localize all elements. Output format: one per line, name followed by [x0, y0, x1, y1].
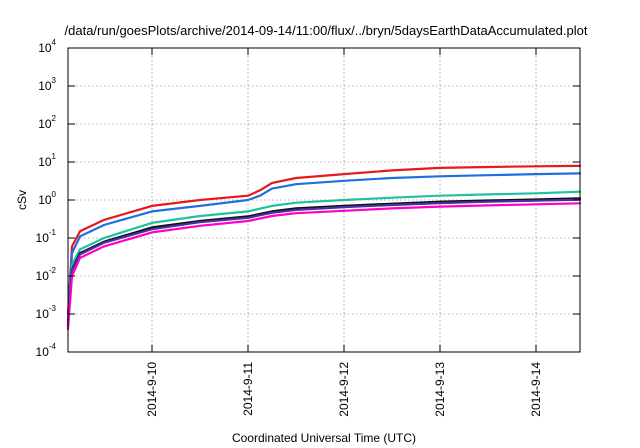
y-tick-label: 10-4 — [36, 342, 57, 359]
x-axis-label: Coordinated Universal Time (UTC) — [232, 431, 416, 445]
y-tick-label: 10-3 — [36, 304, 57, 321]
x-tick-label: 2014-9-11 — [241, 362, 255, 416]
ticks: 10-410-310-210-11001011021031042014-9-10… — [36, 38, 580, 417]
y-tick-exponent: 2 — [52, 114, 57, 123]
chart-title: /data/run/goesPlots/archive/2014-09-14/1… — [65, 23, 588, 38]
y-tick-label: 104 — [38, 38, 56, 55]
y-tick-base: 10 — [38, 155, 52, 169]
y-tick-base: 10 — [38, 117, 52, 131]
y-axis-label: cSv — [15, 190, 29, 210]
series-line-6 — [66, 202, 582, 331]
y-tick-label: 103 — [38, 76, 56, 93]
series-line-2 — [66, 172, 582, 321]
y-tick-label: 102 — [38, 114, 56, 131]
y-tick-exponent: 0 — [52, 190, 57, 199]
y-tick-label: 101 — [38, 152, 56, 169]
y-tick-exponent: -1 — [49, 228, 57, 237]
series-group — [66, 164, 582, 331]
y-tick-base: 10 — [38, 79, 52, 93]
x-tick-label: 2014-9-13 — [433, 362, 447, 417]
y-tick-exponent: 1 — [52, 152, 57, 161]
y-tick-base: 10 — [36, 231, 50, 245]
y-tick-label: 10-1 — [36, 228, 57, 245]
y-tick-base: 10 — [36, 345, 50, 359]
series-line-1 — [66, 164, 582, 316]
y-tick-base: 10 — [36, 307, 50, 321]
x-tick-label: 2014-9-12 — [337, 362, 351, 417]
x-tick-label: 2014-9-14 — [529, 362, 543, 417]
y-tick-exponent: 3 — [52, 76, 57, 85]
y-tick-exponent: 4 — [52, 38, 57, 47]
x-tick-label: 2014-9-10 — [145, 362, 159, 417]
y-tick-base: 10 — [36, 269, 50, 283]
y-tick-exponent: -3 — [49, 304, 57, 313]
y-tick-exponent: -4 — [49, 342, 57, 351]
y-tick-exponent: -2 — [49, 266, 57, 275]
series-line-3 — [66, 190, 582, 327]
series-line-5 — [66, 198, 582, 327]
y-tick-base: 10 — [38, 193, 52, 207]
y-tick-base: 10 — [38, 41, 52, 55]
y-tick-label: 10-2 — [36, 266, 57, 283]
y-tick-label: 100 — [38, 190, 56, 207]
series-line-4 — [66, 197, 582, 327]
